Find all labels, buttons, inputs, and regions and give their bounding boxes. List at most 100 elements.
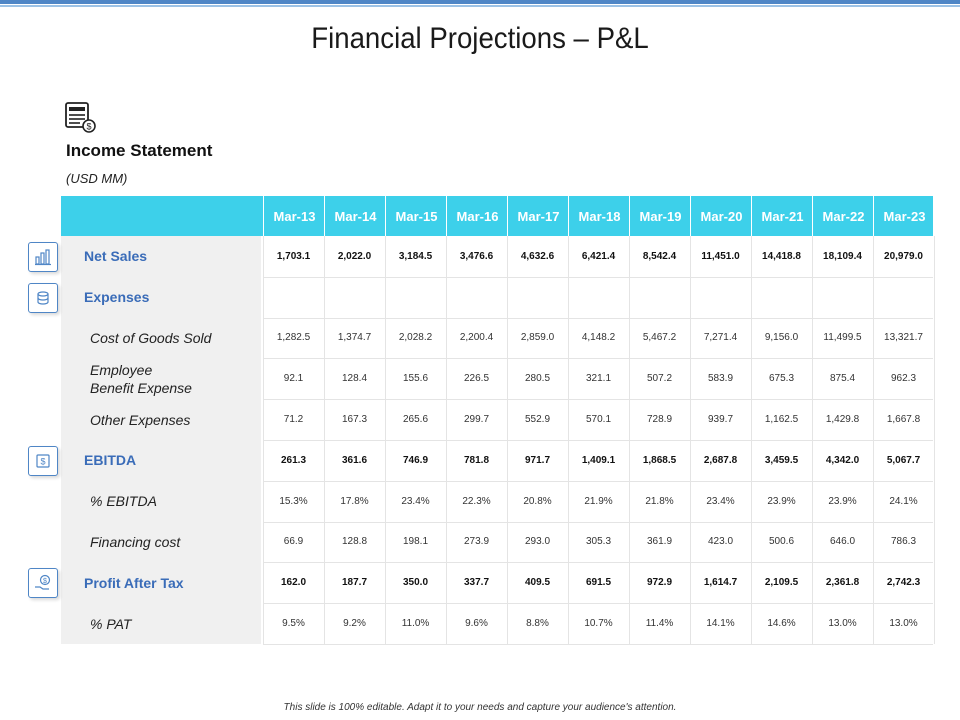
table-cell: 4,148.2 [581,332,616,344]
table-cell: 13,321.7 [884,332,923,344]
table-cell: 13.0% [889,618,918,630]
table-cell: 350.0 [402,577,429,589]
table-cell: 552.9 [524,414,551,426]
table-cell: 14,418.8 [762,250,801,262]
table-cell: 646.0 [829,536,856,548]
row-label: Cost of Goods Sold [90,329,212,346]
bar-chart-icon [28,242,58,272]
column-divider [934,236,935,644]
table-cell: 2,859.0 [520,332,555,344]
table-cell: 293.0 [524,536,551,548]
section-subtitle: (USD MM) [66,171,128,186]
row-label: Financing cost [90,533,181,550]
table-cell: 162.0 [280,577,307,589]
table-cell: 583.9 [707,373,734,385]
table-cell: 3,184.5 [398,250,433,262]
row-label: % PAT [90,615,132,632]
column-header: Mar-15 [385,196,447,236]
row-label: Net Sales [84,248,148,265]
table-cell: 13.0% [828,618,857,630]
column-header: Mar-21 [751,196,813,236]
column-header: Mar-20 [690,196,752,236]
table-cell: 24.1% [889,495,918,507]
table-cell: 691.5 [585,577,612,589]
svg-text:$: $ [86,122,91,132]
table-cell: 23.4% [401,495,430,507]
table-cell: 10.7% [584,618,613,630]
row-divider [263,358,933,360]
table-cell: 1,282.5 [276,332,311,344]
row-divider [263,480,933,482]
table-cell [446,277,507,318]
svg-text:$: $ [43,578,47,585]
table-cell: 423.0 [707,536,734,548]
column-header: Mar-14 [324,196,386,236]
table-cell: 1,868.5 [642,454,677,466]
row-label: Profit After Tax [84,574,184,591]
table-cell: 92.1 [283,373,304,385]
row-label-band [61,236,261,644]
table-cell: 305.3 [585,536,612,548]
table-cell: 1,614.7 [703,577,738,589]
table-cell: 20,979.0 [884,250,923,262]
table-cell: 23.9% [828,495,857,507]
row-label: % EBITDA [90,493,157,510]
table-cell: 675.3 [768,373,795,385]
table-cell: 17.8% [340,495,369,507]
table-cell: 4,632.6 [520,250,555,262]
table-cell: 187.7 [341,577,368,589]
table-cell: 3,476.6 [459,250,494,262]
top-accent-line-dark [0,0,960,4]
column-header: Mar-23 [873,196,935,236]
table-cell: 23.9% [767,495,796,507]
coins-icon [28,282,58,313]
table-cell: 2,022.0 [337,250,372,262]
table-cell: 167.3 [341,414,368,426]
slide-footer: This slide is 100% editable. Adapt it to… [283,702,677,713]
money-bill-icon: $ [28,446,58,476]
financial-document-icon: $ [65,102,96,133]
table-cell: 786.3 [890,536,917,548]
svg-text:$: $ [40,457,45,467]
top-accent-bar [0,0,960,8]
table-cell [263,277,324,318]
table-cell [568,277,629,318]
table-cell: 1,703.1 [276,250,311,262]
table-cell: 9.2% [343,618,366,630]
slide-title: Financial Projections – P&L [311,22,649,55]
table-cell: 265.6 [402,414,429,426]
row-label: EBITDA [84,452,137,469]
table-cell: 9.6% [465,618,488,630]
row-label: Employee Benefit Expense [90,361,192,396]
top-accent-line-light [0,5,960,7]
table-cell: 4,342.0 [825,454,860,466]
table-cell [629,277,690,318]
table-cell: 5,467.2 [642,332,677,344]
table-cell: 14.1% [706,618,735,630]
table-cell: 5,067.7 [886,454,921,466]
table-cell: 875.4 [829,373,856,385]
table-cell: 781.8 [463,454,490,466]
table-cell: 11.0% [401,618,430,630]
table-cell: 1,409.1 [581,454,616,466]
table-cell [385,277,446,318]
table-cell: 6,421.4 [581,250,616,262]
table-cell: 1,429.8 [825,414,860,426]
row-divider [263,317,933,319]
row-label: Other Expenses [90,411,191,428]
table-header-band [61,196,933,236]
table-cell: 2,028.2 [398,332,433,344]
table-cell: 1,374.7 [337,332,372,344]
table-cell: 71.2 [283,414,304,426]
table-cell: 15.3% [279,495,308,507]
column-header: Mar-13 [263,196,325,236]
table-cell: 939.7 [707,414,734,426]
table-cell: 273.9 [463,536,490,548]
section-title: Income Statement [66,141,213,160]
column-header: Mar-16 [446,196,508,236]
table-cell: 23.4% [706,495,735,507]
table-cell: 337.7 [463,577,490,589]
table-cell: 20.8% [523,495,552,507]
table-cell: 128.8 [341,536,368,548]
row-divider [263,440,933,441]
